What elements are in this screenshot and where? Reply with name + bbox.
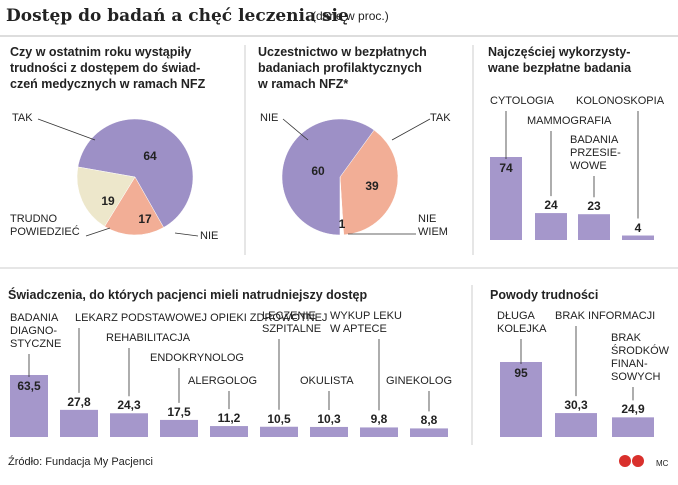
- credit: MC: [656, 459, 669, 468]
- logo: [619, 455, 631, 467]
- category-label: BRAK INFORMACJI: [555, 310, 656, 322]
- leader-line: [282, 118, 309, 141]
- bar: [10, 375, 48, 437]
- value-label: 1: [338, 217, 346, 231]
- value-label: 23: [587, 199, 601, 214]
- bar: [535, 213, 567, 240]
- category-label: OKULISTA: [300, 375, 354, 387]
- value-label: 8,8: [420, 413, 438, 428]
- bar: [555, 413, 597, 437]
- pie-slice: [77, 118, 194, 228]
- category-label: BADANIA PRZESIE- WOWE: [570, 134, 621, 172]
- bar: [310, 426, 348, 437]
- chart-title: Uczestnictwo w bezpłatnych badaniach pro…: [258, 45, 427, 91]
- chart-title: Świadczenia, do których pacjenci mieli n…: [8, 288, 368, 302]
- category-label: WYKUP LEKU W APTECE: [330, 310, 402, 335]
- category-label: LEKARZ PODSTAWOWEJ OPIEKI ZDROWOTNEJ: [75, 312, 328, 324]
- category-label: BADANIA DIAGNO- STYCZNE: [10, 312, 62, 350]
- category-label: CYTOLOGIA: [490, 95, 554, 107]
- value-label: 64: [143, 149, 157, 163]
- category-label: TAK: [12, 112, 33, 124]
- value-label: 74: [499, 161, 513, 175]
- bar: [60, 409, 98, 437]
- value-label: 60: [311, 164, 325, 178]
- value-label: 4: [634, 220, 642, 235]
- pie-slice: [281, 118, 375, 236]
- category-label: BRAK ŚRODKÓW FINAN- SOWYCH: [611, 332, 670, 383]
- value-label: 30,3: [564, 398, 588, 413]
- bar: [360, 427, 398, 437]
- category-label: NIE: [260, 112, 279, 124]
- source: Źródło: Fundacja My Pacjenci: [8, 456, 153, 468]
- value-label: 17: [138, 212, 152, 226]
- bar: [260, 426, 298, 437]
- bar: [110, 413, 148, 437]
- chart-title: Czy w ostatnim roku wystąpiły trudności …: [10, 45, 206, 91]
- pie-slice: [76, 166, 136, 227]
- pie-slice: [339, 129, 399, 236]
- category-label: DŁUGA KOLEJKA: [497, 310, 547, 335]
- value-label: 9,8: [370, 412, 388, 427]
- value-label: 11,2: [217, 411, 241, 426]
- value-label: 24,9: [621, 402, 645, 417]
- value-label: 95: [514, 366, 528, 380]
- value-label: 63,5: [17, 379, 41, 393]
- value-label: 10,3: [317, 411, 341, 426]
- category-label: KOLONOSKOPIA: [576, 95, 665, 107]
- bar: [210, 426, 248, 437]
- category-label: ENDOKRYNOLOG: [150, 352, 244, 364]
- value-label: 19: [101, 194, 115, 208]
- leader-line: [37, 118, 96, 141]
- value-label: 24: [544, 198, 558, 213]
- value-label: 17,5: [167, 404, 191, 419]
- bar: [490, 157, 522, 240]
- category-label: TRUDNO POWIEDZIEĆ: [10, 213, 80, 238]
- chart-title: Najczęściej wykorzysty- wane bezpłatne b…: [488, 45, 632, 75]
- value-label: 24,3: [117, 398, 141, 413]
- pie-slice: [104, 176, 164, 236]
- leader-line: [85, 227, 111, 237]
- value-label: 39: [365, 179, 379, 193]
- category-label: GINEKOLOG: [386, 375, 453, 387]
- category-label: NIE WIEM: [418, 213, 448, 238]
- value-label: 10,5: [267, 411, 291, 426]
- category-label: TAK: [430, 112, 451, 124]
- chart-title: Powody trudności: [490, 288, 599, 302]
- bar: [160, 419, 198, 437]
- category-label: REHABILITACJA: [106, 332, 191, 344]
- logo: [632, 455, 644, 467]
- category-label: MAMMOGRAFIA: [527, 115, 612, 127]
- category-label: NIE: [200, 230, 219, 242]
- category-label: LECZENIE SZPITALNE: [262, 310, 322, 335]
- leader-line: [391, 118, 431, 141]
- subtitle: (dane w proc.): [312, 9, 389, 23]
- bar: [612, 417, 654, 437]
- bar: [500, 362, 542, 437]
- title: Dostęp do badań a chęć leczenia się: [6, 6, 349, 26]
- bar: [410, 428, 448, 437]
- value-label: 27,8: [67, 394, 91, 409]
- leader-line: [174, 232, 199, 237]
- bar: [578, 214, 610, 240]
- bar: [622, 235, 654, 240]
- category-label: ALERGOLOG: [188, 375, 258, 387]
